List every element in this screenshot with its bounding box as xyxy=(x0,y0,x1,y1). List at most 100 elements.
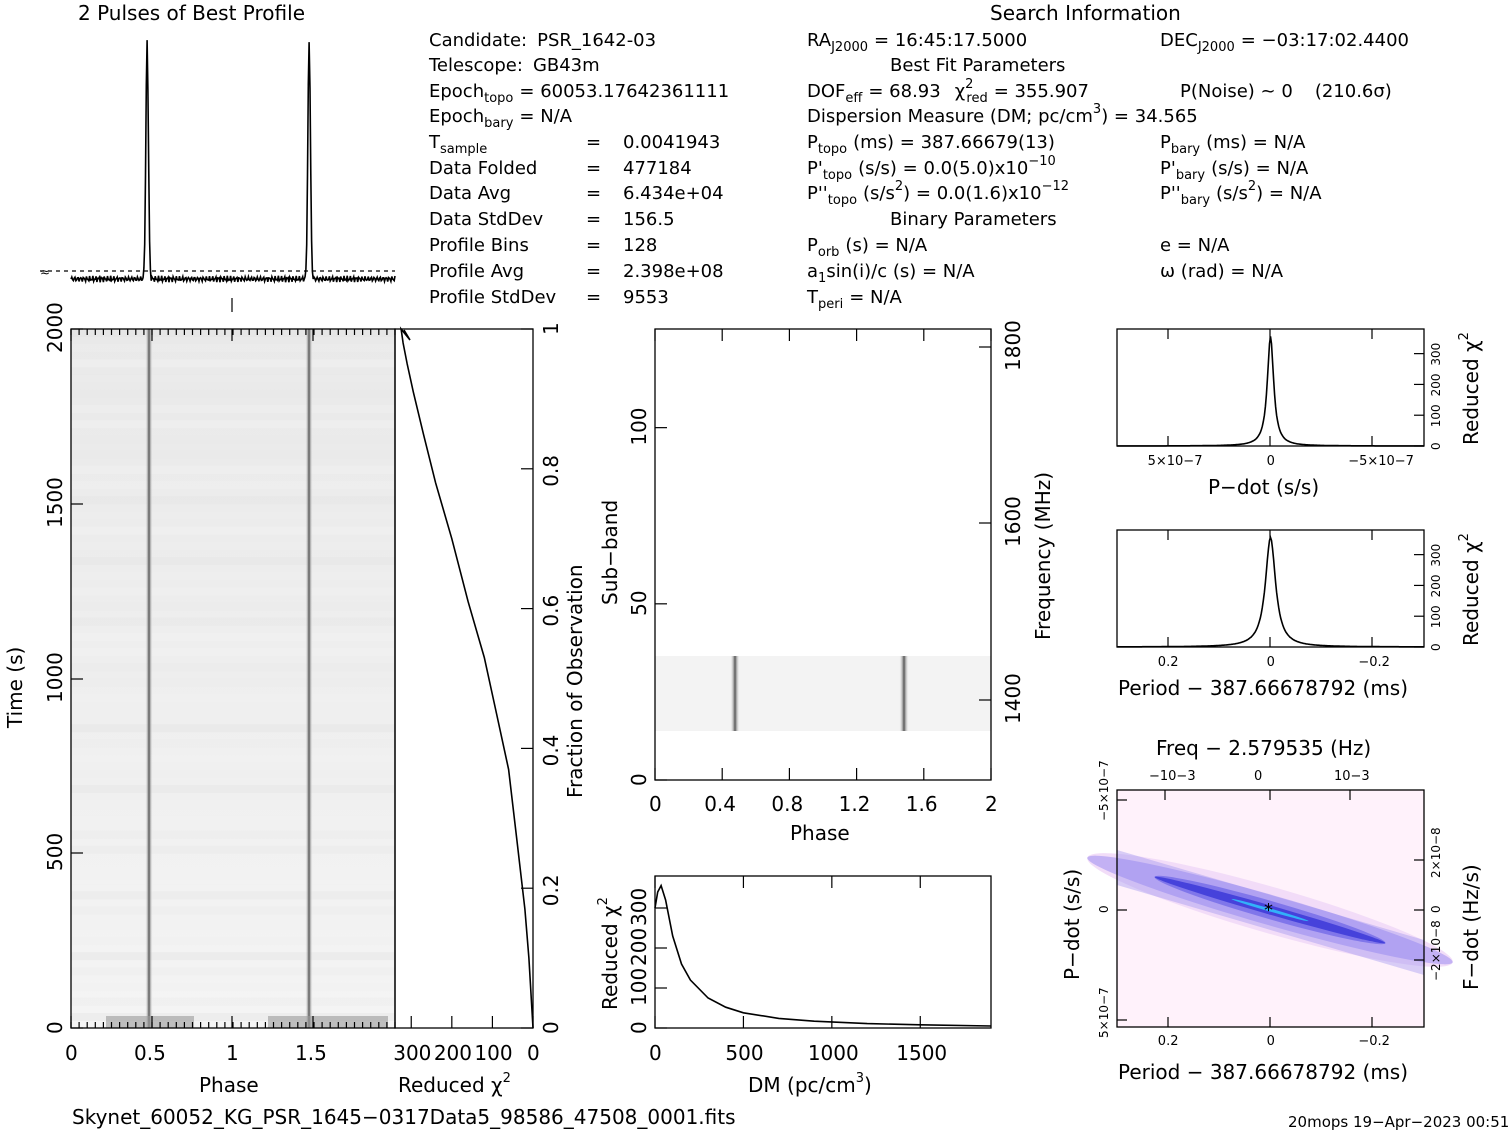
ppdot-plot: Freq − 2.579535 (Hz) * 0.2 0 −0.2 −10−3 0 10−… xyxy=(1060,736,1483,1084)
y-tick-label: −5×10−7 xyxy=(1097,760,1111,821)
dof-line: DOFeff = 68.93 χ2 red = 355.907 xyxy=(807,77,1089,106)
time-phase-row xyxy=(71,815,395,824)
y-tick-label: 0.8 xyxy=(539,455,563,487)
x-tick-label: −0.2 xyxy=(1358,655,1390,670)
info-left-label: Tsample xyxy=(428,132,487,157)
footer-stamp: 20mops 19−Apr−2023 00:51 xyxy=(1288,1113,1509,1131)
info-left-label: Epochtopo = 60053.17642361111 xyxy=(429,81,729,106)
phase-xlabel: Phase xyxy=(199,1073,259,1097)
y2-tick-label: 1800 xyxy=(1001,320,1025,371)
x-tick-label: 0 xyxy=(527,1041,540,1065)
chi-xlabel: Reduced χ2 xyxy=(398,1071,511,1097)
y-tick-label: 5×10−7 xyxy=(1097,987,1111,1038)
y-tick-label: 1 xyxy=(539,322,563,335)
time-phase-ticks: 0 0.5 1 1.5 0 500 1000 1500 2000 xyxy=(43,302,396,1065)
time-phase-row xyxy=(71,557,395,565)
time-phase-row xyxy=(71,678,395,687)
period-plot: 0.2 0 −0.2 0 100 200 300 Period − 387.66678792… xyxy=(1116,529,1483,700)
info-left-label: Data Avg xyxy=(429,183,511,204)
info-left-label: Data Folded xyxy=(429,158,537,179)
x-tick-label: 0 xyxy=(1267,1034,1275,1049)
subband-pulse-1 xyxy=(730,656,740,731)
y-tick-label: 100 xyxy=(627,968,651,1006)
y2-tick-label: −2×10−8 xyxy=(1429,920,1443,981)
pdot-bary-line: P'bary (s/s) = N/A xyxy=(1160,158,1309,183)
y-tick-label: 300 xyxy=(1429,343,1443,366)
time-phase-row xyxy=(71,1013,395,1021)
y-tick-label: 500 xyxy=(43,833,67,871)
time-phase-row xyxy=(71,633,395,641)
ppdot-band-extension xyxy=(1117,850,1424,975)
time-phase-row xyxy=(71,754,395,763)
time-phase-row xyxy=(71,602,395,611)
time-phase-row xyxy=(71,572,395,581)
x-tick-label: 0 xyxy=(649,1041,662,1065)
time-phase-row xyxy=(71,830,395,839)
ppdot-band xyxy=(1231,898,1309,922)
pnoise: P(Noise) ~ 0 (210.6σ) xyxy=(1180,81,1392,102)
y-tick-label: 0 xyxy=(1429,442,1443,450)
pdot-curve xyxy=(1117,336,1424,447)
fraction-ylabel: Fraction of Observation xyxy=(563,564,587,798)
time-phase-plot: 0 0.5 1 1.5 0 500 1000 1500 2000 Phase Time (s) xyxy=(3,298,396,1097)
x-tick-label: −5×10−7 xyxy=(1348,454,1414,469)
info-left-label: Profile Bins xyxy=(429,235,529,256)
y2-tick-label: 1600 xyxy=(1001,496,1025,547)
y-tick-label: 0 xyxy=(1429,643,1443,651)
x-tick-label: 0.8 xyxy=(771,792,803,816)
info-left-value: 6.434e+04 xyxy=(623,183,724,204)
x-tick-label: 300 xyxy=(393,1041,431,1065)
y-tick-label: 0 xyxy=(1097,905,1111,913)
pdot-plot: 5×10−7 0 −5×10−7 0 100 200 300 P−dot (s/s) Red… xyxy=(1116,328,1483,499)
time-phase-row xyxy=(71,997,395,1006)
time-phase-row xyxy=(71,420,395,429)
time-phase-row xyxy=(71,921,395,930)
profile-line xyxy=(70,40,396,285)
time-phase-row xyxy=(71,785,395,793)
x-tick-label: 1500 xyxy=(896,1041,947,1065)
x-tick-label: 0.4 xyxy=(704,792,736,816)
time-phase-row xyxy=(71,906,395,915)
subband-ticks: 0 0.4 0.8 1.2 1.6 2 0 50 100 1400 1600 1800 xyxy=(627,320,1025,816)
time-phase-row xyxy=(71,389,395,398)
info-left-label: Data StdDev xyxy=(429,209,544,230)
time-phase-row xyxy=(71,982,395,991)
dm-line: Dispersion Measure (DM; pc/cm3) = 34.565 xyxy=(807,102,1198,127)
time-phase-row xyxy=(71,709,395,717)
binary-title: Binary Parameters xyxy=(890,209,1057,230)
time-phase-row xyxy=(71,541,395,550)
y-tick-label: 300 xyxy=(1429,544,1443,567)
y-tick-label: 200 xyxy=(1429,575,1443,598)
x-tick-label: 500 xyxy=(725,1041,763,1065)
profile-title: 2 Pulses of Best Profile xyxy=(78,1,305,25)
time-phase-row xyxy=(71,891,395,900)
time-phase-row xyxy=(71,724,395,733)
x-tick-label: 1.2 xyxy=(839,792,871,816)
profile-errorbar: ≈ xyxy=(40,265,50,279)
time-phase-row xyxy=(71,450,395,459)
subband-pulse-2 xyxy=(899,656,909,731)
time-phase-row xyxy=(71,769,395,778)
info-left-eq: = xyxy=(586,209,601,230)
x-tick-label: 200 xyxy=(434,1041,472,1065)
pdot-topo-line: P'topo (s/s) = 0.0(5.0)x10−10 xyxy=(807,154,1056,183)
y-tick-label: 2000 xyxy=(43,302,67,353)
pddot-bary-line: P''bary (s/s2) = N/A xyxy=(1160,179,1322,208)
y-tick-label: 0.4 xyxy=(539,735,563,767)
y-tick-label: 200 xyxy=(1429,374,1443,397)
ptopo-line: Ptopo (ms) = 387.66679(13) xyxy=(807,132,1055,157)
info-left-eq: = xyxy=(586,261,601,282)
info-left-label: Profile StdDev xyxy=(429,287,557,308)
time-ylabel: Time (s) xyxy=(3,647,27,729)
info-left-label: Telescope: GB43m xyxy=(428,55,600,76)
porb-line: Porb (s) = N/A xyxy=(807,235,928,260)
pulse-track-2 xyxy=(305,329,313,1028)
dm-curve xyxy=(654,883,992,1027)
x-tick-label: 2 xyxy=(985,792,998,816)
period-ylabel: Reduced χ2 xyxy=(1457,533,1483,646)
time-phase-row xyxy=(71,967,395,976)
time-phase-row xyxy=(71,435,395,444)
period-ticks: 0.2 0 −0.2 0 100 200 300 xyxy=(1158,530,1443,670)
ppdot-ylabel: P−dot (s/s) xyxy=(1060,869,1084,980)
